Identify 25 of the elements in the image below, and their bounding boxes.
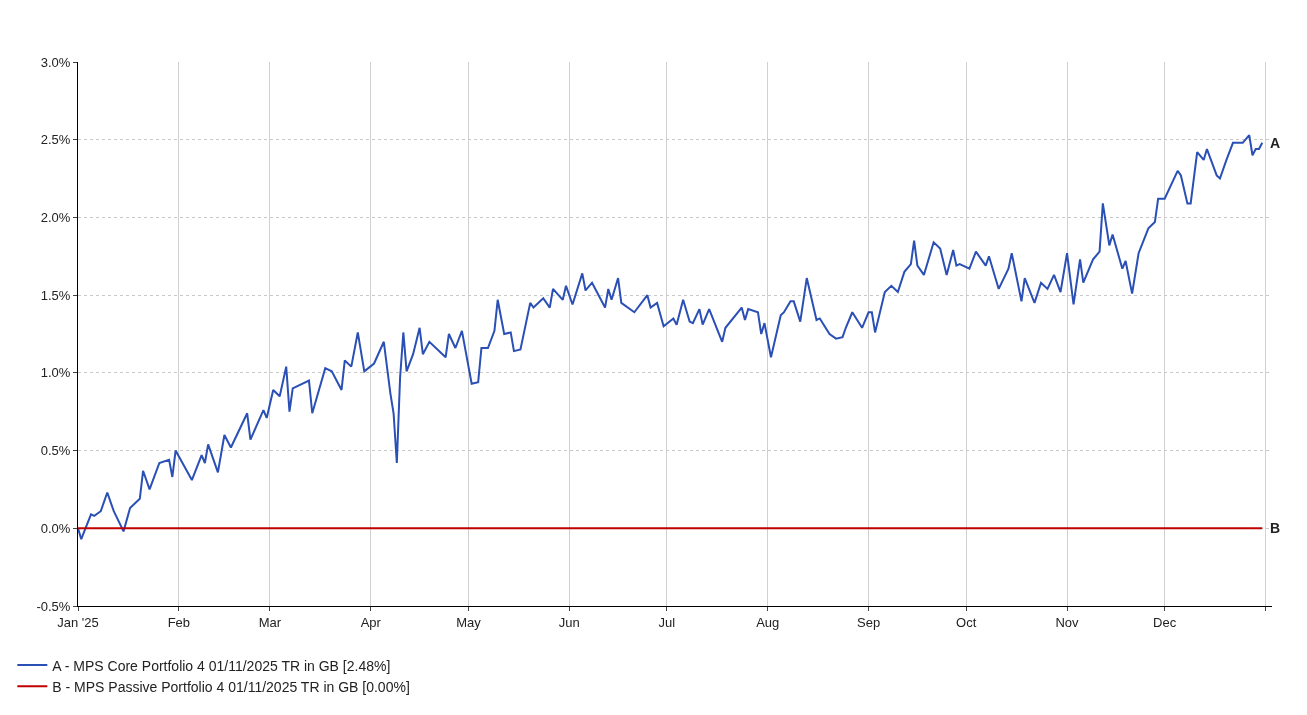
x-tick-label: Feb [167,614,191,630]
x-tick-label: Aug [756,614,780,630]
y-tick-label: -0.5% [36,598,71,614]
x-tick-label: Apr [360,614,382,630]
annotation: B [1270,520,1281,536]
x-tick-label: Jun [558,614,580,630]
x-tick-label: Jan '25 [57,614,99,630]
x-tick-label: Jul [658,614,676,630]
y-tick-label: 1.0% [40,365,71,381]
x-tick-label: Dec [1153,614,1177,630]
x-tick-label: Nov [1055,614,1080,630]
line-series [78,134,1264,541]
y-tick-label: 0.0% [40,520,71,536]
x-tick-label: Sep [857,614,881,630]
annotation: A [1270,135,1281,151]
x-tick-label: May [456,614,482,630]
x-tick-label: Oct [956,614,977,630]
x-tick-label: Mar [258,614,282,630]
y-tick-label: 2.0% [40,209,71,225]
y-tick-label: 1.5% [40,287,71,303]
y-tick-label: 3.0% [40,54,71,70]
legend-label: B - MPS Passive Portfolio 4 01/11/2025 TR in GB [0.00%] [52,678,410,695]
y-tick-label: 0.5% [40,443,71,459]
legend-label: A - MPS Core Portfolio 4 01/11/2025 TR in GB [2.48%] [52,657,391,674]
y-tick-label: 2.5% [40,132,71,148]
